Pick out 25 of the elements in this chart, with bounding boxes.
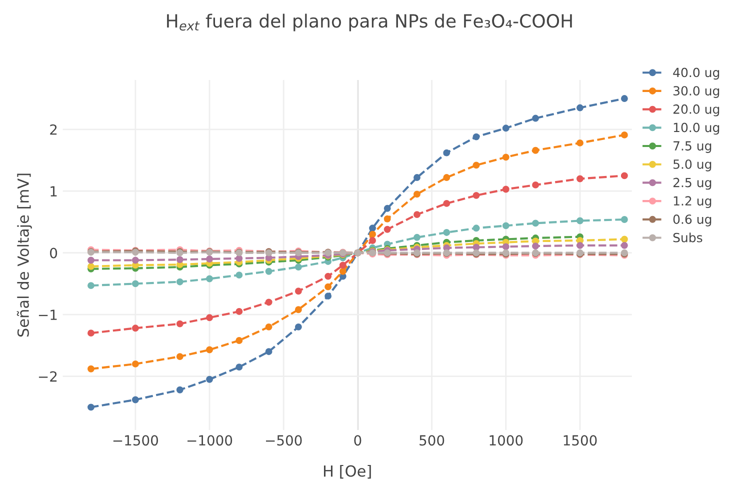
- legend-label: 2.5 ug: [673, 178, 712, 190]
- legend-label: 30.0 ug: [673, 86, 720, 98]
- legend-label: 5.0 ug: [674, 159, 712, 172]
- y-axis-title: Señal de Voltaje [mV]: [16, 174, 32, 337]
- y-tick-label: 0: [50, 248, 58, 258]
- x-tick-label: −1500: [113, 435, 158, 446]
- chart-title: H$_{ext}$ fuera del plano para NPs de Fe₃O₄-COOH: [167, 14, 572, 32]
- x-tick-label: −1000: [187, 435, 232, 446]
- legend-label: Subs: [673, 232, 702, 242]
- y-tick-label: 2: [50, 124, 57, 135]
- x-tick-label: −500: [266, 435, 302, 446]
- x-axis-title: H [Oe]: [324, 464, 371, 479]
- y-tick-label: −1: [38, 310, 57, 320]
- legend-label: 1.2 ug: [674, 196, 712, 208]
- legend-label: 10.0 ug: [674, 122, 720, 135]
- legend-label: 7.5 ug: [674, 141, 712, 153]
- y-tick-label: 1: [50, 186, 57, 196]
- y-tick-label: −2: [38, 371, 57, 382]
- legend-label: 0.6 ug: [673, 214, 712, 226]
- legend-label: 40.0 ug: [673, 68, 720, 80]
- x-tick-label: 1500: [564, 435, 597, 446]
- legend-label: 20.0 ug: [673, 104, 720, 116]
- x-tick-label: 1000: [490, 435, 523, 446]
- x-tick-label: 500: [420, 435, 444, 446]
- x-tick-label: 0: [354, 435, 362, 446]
